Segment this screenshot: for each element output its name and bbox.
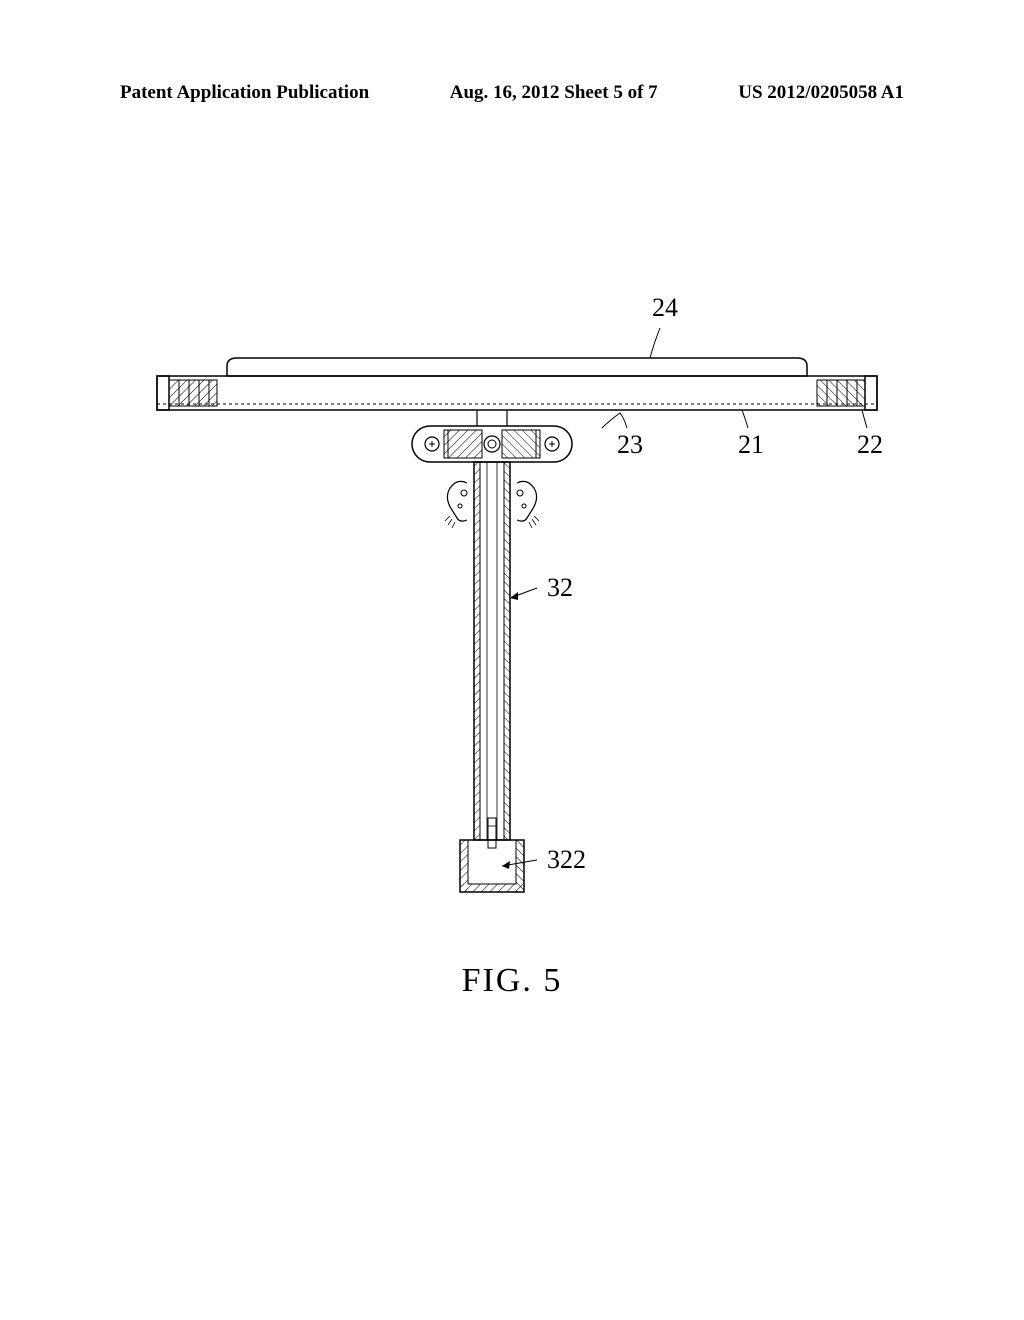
page-header: Patent Application Publication Aug. 16, … (0, 82, 1024, 104)
ref-label-32: 32 (547, 573, 573, 603)
ref-label-22: 22 (857, 430, 883, 460)
ref-label-21: 21 (738, 430, 764, 460)
header-center: Aug. 16, 2012 Sheet 5 of 7 (450, 82, 658, 104)
figure-caption: FIG. 5 (462, 962, 563, 1000)
ref-label-24: 24 (652, 293, 678, 323)
header-left: Patent Application Publication (120, 82, 369, 104)
ref-label-23: 23 (617, 430, 643, 460)
ref-label-322: 322 (547, 845, 586, 875)
header-right: US 2012/0205058 A1 (738, 82, 904, 104)
figure-container: 24 21 22 23 32 322 (62, 318, 962, 998)
patent-figure-svg (62, 318, 962, 998)
